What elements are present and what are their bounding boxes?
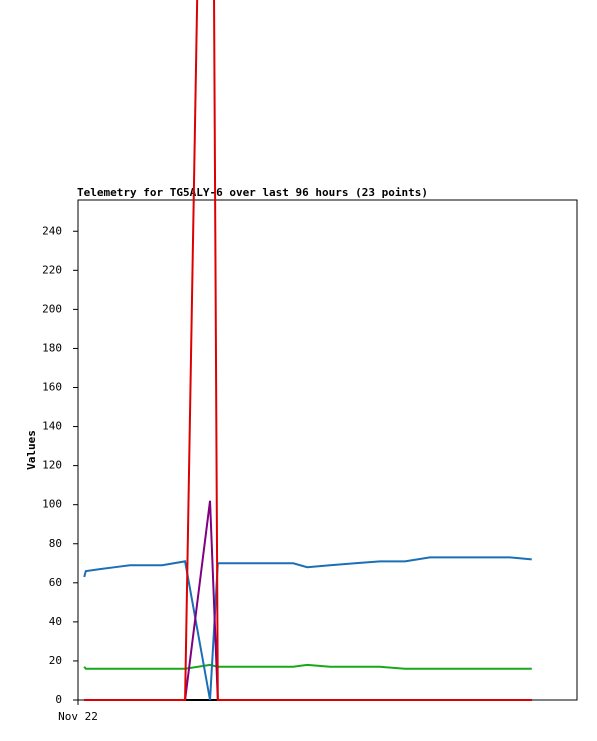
y-tick-label: 0 <box>55 693 62 706</box>
y-tick-label: 240 <box>42 224 62 237</box>
series-line <box>83 556 532 701</box>
y-tick-label: 100 <box>42 498 62 511</box>
series-line <box>84 500 532 701</box>
y-axis-label: Values <box>25 430 38 470</box>
x-tick-label: Nov 22 <box>58 710 98 723</box>
chart-title: Telemetry for TG5ALY-6 over last 96 hour… <box>77 186 428 199</box>
y-tick-label: 160 <box>42 381 62 394</box>
y-tick-label: 200 <box>42 302 62 315</box>
y-tick-label: 140 <box>42 420 62 433</box>
y-tick-label: 80 <box>49 537 62 550</box>
series-line <box>83 663 532 670</box>
plot-frame <box>77 199 578 701</box>
y-tick-label: 120 <box>42 459 62 472</box>
y-tick-label: 220 <box>42 263 62 276</box>
y-tick-label: 40 <box>49 615 62 628</box>
y-tick-label: 180 <box>42 341 62 354</box>
y-tick-label: 60 <box>49 576 62 589</box>
y-tick-label: 20 <box>49 654 62 667</box>
series-line <box>84 0 532 701</box>
